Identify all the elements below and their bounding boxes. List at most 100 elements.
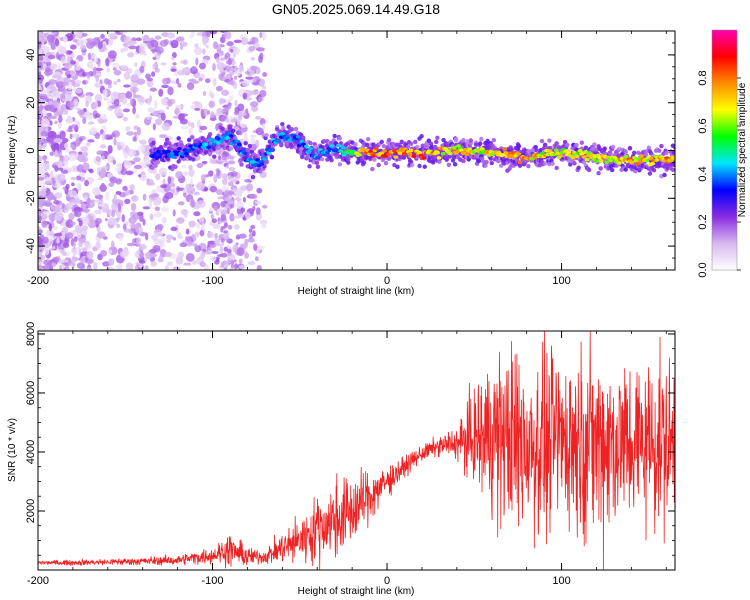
spectrogram-speckle: [70, 144, 76, 149]
spectrogram-speckle: [71, 255, 76, 264]
spectrogram-ridge-core: [583, 150, 589, 154]
spectrogram-ridge-halo: [164, 137, 170, 142]
spectrogram-speckle: [249, 90, 259, 96]
spectrogram-speckle: [47, 54, 56, 60]
spectrogram-ridge-core: [183, 151, 189, 156]
spectrogram-speckle: [259, 31, 263, 39]
spectrogram-speckle: [52, 164, 57, 169]
spectrogram-speckle: [112, 159, 116, 165]
spectrogram-ridge-core: [206, 145, 212, 150]
spectrogram-speckle: [175, 171, 183, 179]
spectrogram-speckle: [156, 231, 164, 237]
spectrogram-ridge-core: [447, 151, 453, 156]
spectrogram-speckle: [89, 112, 93, 116]
spectrogram-speckle: [208, 170, 214, 177]
spectrogram-speckle: [62, 81, 69, 87]
spectrogram-ridge-core: [510, 151, 516, 155]
spectrogram-speckle: [182, 188, 186, 193]
spectrogram-speckle: [122, 185, 128, 191]
spectrogram-speckle: [65, 183, 70, 190]
spectrogram-ridge-core: [200, 145, 206, 149]
spectrogram-speckle: [134, 224, 139, 231]
spectrogram-speckle: [93, 199, 102, 203]
spectrogram-speckle: [119, 95, 124, 103]
spectrogram-speckle: [253, 243, 258, 251]
spectrogram-speckle: [133, 125, 139, 131]
spectrogram-speckle: [183, 59, 188, 65]
spectrogram-speckle: [66, 117, 74, 124]
spectrogram-ridge-halo: [462, 142, 467, 147]
spectrogram-speckle: [262, 71, 268, 77]
spectrogram-ridge-halo: [437, 159, 442, 164]
spectrogram-speckle: [144, 264, 149, 270]
spectrogram-speckle: [179, 242, 188, 248]
spectrogram-speckle: [162, 178, 166, 185]
spectrogram-ridge-halo: [509, 147, 514, 152]
spectrogram-speckle: [153, 170, 158, 176]
spectrogram-speckle: [133, 82, 138, 87]
spectrogram-speckle: [153, 201, 159, 206]
spectrogram-ridge-core: [228, 134, 234, 138]
spectrogram-speckle: [242, 196, 246, 203]
spectrogram-speckle: [228, 191, 235, 195]
spectrogram-speckle: [213, 174, 218, 184]
colorbar-gradient: [712, 30, 737, 270]
spectrogram-ridge-halo: [576, 165, 581, 170]
spectrogram-speckle: [161, 32, 170, 38]
spectrogram-ridge-halo: [315, 164, 321, 170]
spectrogram-speckle: [221, 178, 228, 185]
spectrogram-speckle: [85, 100, 89, 108]
spectrogram-speckle: [80, 203, 87, 209]
spectrogram-speckle: [147, 107, 156, 113]
spectrogram-speckle: [232, 47, 241, 55]
spectrogram-speckle: [62, 242, 70, 248]
spectrogram-speckle: [154, 118, 163, 126]
spectrogram-speckle: [53, 232, 63, 237]
spectrogram-speckle: [237, 103, 245, 112]
spectrogram-speckle: [204, 187, 208, 192]
spectrogram-ridge-core: [553, 148, 559, 153]
spectrogram-ridge-halo: [293, 126, 299, 132]
spectrogram-ridge-halo: [542, 161, 548, 166]
spectrogram-speckle: [161, 122, 171, 131]
spectrogram-ridge-halo: [386, 137, 392, 143]
spectrogram-ridge-halo: [337, 136, 343, 141]
spectrogram-speckle: [38, 203, 43, 208]
spectrogram-speckle: [130, 202, 137, 212]
spectrogram-ridge-halo: [264, 133, 269, 138]
spectrogram-ridge-halo: [611, 144, 616, 150]
spectrogram-speckle: [200, 174, 206, 182]
spectrogram-speckle: [115, 190, 122, 195]
spectrogram-x-tick-label: -200: [27, 275, 49, 287]
spectrogram-ridge-core: [440, 151, 446, 156]
spectrogram-speckle: [234, 75, 238, 80]
spectrogram-ridge-halo: [574, 142, 579, 148]
spectrogram-ridge-core: [650, 161, 656, 166]
spectrogram-speckle: [100, 144, 107, 149]
spectrogram-speckle: [98, 206, 102, 210]
spectrogram-speckle: [228, 94, 234, 102]
spectrogram-speckle: [213, 238, 221, 245]
spectrogram-ridge-halo: [230, 128, 236, 134]
spectrogram-speckle: [177, 251, 185, 259]
spectrogram-speckle: [250, 56, 256, 61]
spectrogram-speckle: [210, 92, 215, 99]
spectrogram-speckle: [161, 84, 169, 89]
spectrogram-speckle: [106, 136, 114, 140]
spectrogram-speckle: [105, 58, 110, 67]
spectrogram-speckle: [38, 68, 42, 73]
colorbar-frame: [711, 29, 738, 271]
spectrogram-ridge-halo: [672, 150, 675, 155]
spectrogram-speckle: [255, 207, 261, 215]
spectrogram-ridge-halo: [207, 131, 213, 137]
spectrogram-ridge-core: [234, 139, 240, 143]
spectrogram-ridge-halo: [651, 167, 657, 173]
spectrogram-ridge-halo: [319, 157, 325, 162]
spectrogram-speckle: [38, 226, 41, 230]
spectrogram-speckle: [42, 236, 49, 244]
spectrogram-speckle: [255, 47, 265, 52]
spectrogram-speckle: [170, 188, 176, 194]
spectrogram-speckle: [105, 191, 110, 201]
spectrogram-ridge-core: [654, 158, 660, 162]
spectrogram-speckle: [78, 219, 83, 227]
